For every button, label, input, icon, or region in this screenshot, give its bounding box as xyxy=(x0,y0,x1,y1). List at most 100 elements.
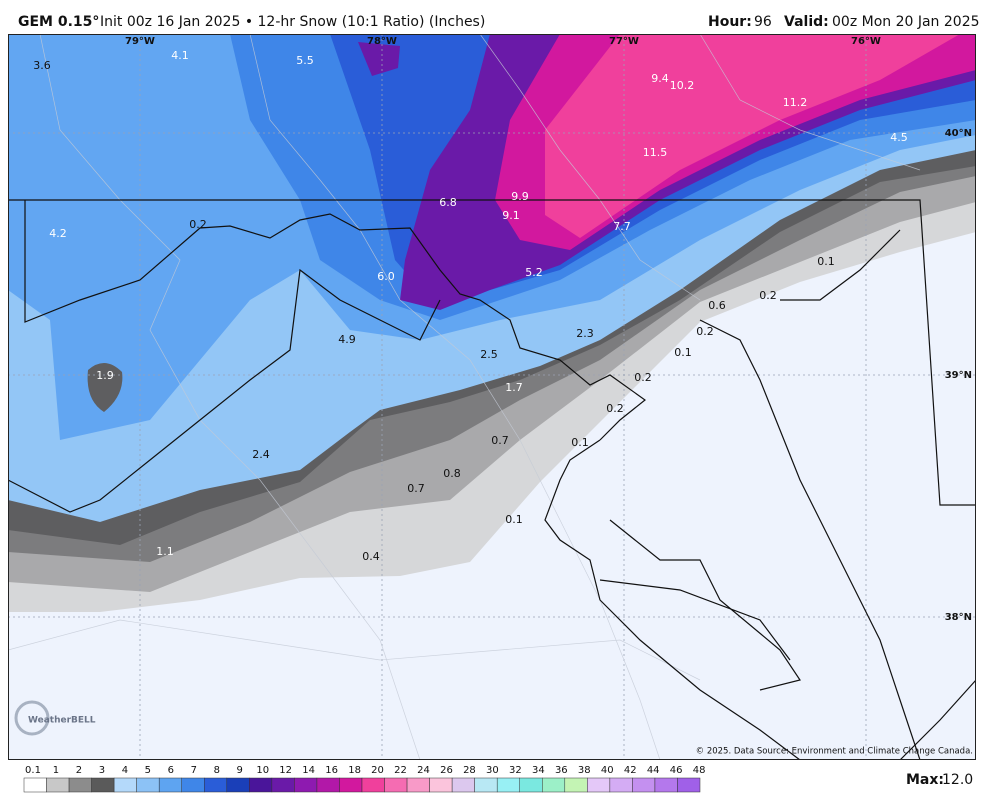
value-label: 1.1 xyxy=(156,545,174,558)
value-label: 0.7 xyxy=(491,434,509,447)
colorbar-swatch xyxy=(677,777,701,793)
colorbar-label: 28 xyxy=(463,765,476,776)
colorbar-label: 24 xyxy=(417,765,430,776)
colorbar-label: 4 xyxy=(122,765,128,776)
colorbar-label: 0.1 xyxy=(25,765,41,776)
colorbar-label: 16 xyxy=(325,765,338,776)
value-label: 0.8 xyxy=(443,467,461,480)
valid: 00z Mon 20 Jan 2025 xyxy=(832,14,980,30)
value-label: 5.5 xyxy=(296,54,314,67)
colorbar-swatch xyxy=(91,777,115,793)
boundaries xyxy=(8,199,976,760)
colorbar-swatch xyxy=(271,777,295,793)
colorbar-label: 14 xyxy=(302,765,315,776)
value-label: 2.5 xyxy=(480,348,498,361)
hour: 96 xyxy=(754,14,772,30)
value-label: 4.1 xyxy=(171,49,189,62)
colorbar-label: 26 xyxy=(440,765,453,776)
value-label: 5.2 xyxy=(525,266,543,279)
longitude-label: 77°W xyxy=(609,36,639,47)
colorbar-label: 30 xyxy=(486,765,499,776)
snow-shading xyxy=(8,34,976,612)
value-label: 0.2 xyxy=(606,402,624,415)
colorbar-swatch xyxy=(294,777,318,793)
value-label: 4.9 xyxy=(338,333,356,346)
value-label: 2.4 xyxy=(252,448,270,461)
longitude-label: 79°W xyxy=(125,36,155,47)
colorbar-swatch xyxy=(496,777,520,793)
colorbar-label: 1 xyxy=(53,765,59,776)
colorbar-swatch xyxy=(226,777,250,793)
value-label: 0.1 xyxy=(817,255,835,268)
copyright: © 2025. Data Source: Environment and Cli… xyxy=(696,747,973,757)
value-label: 9.9 xyxy=(511,190,529,203)
value-label: 9.1 xyxy=(502,209,520,222)
value-label: 0.1 xyxy=(674,346,692,359)
colorbar-label: 22 xyxy=(394,765,407,776)
colorbar-swatch xyxy=(632,777,656,793)
colorbar-label: 3 xyxy=(99,765,105,776)
value-label: 3.6 xyxy=(33,59,51,72)
value-label: 0.2 xyxy=(696,325,714,338)
value-label: 6.8 xyxy=(439,196,457,209)
colorbar-label: 9 xyxy=(237,765,243,776)
colorbar-label: 34 xyxy=(532,765,545,776)
colorbar-label: 36 xyxy=(555,765,568,776)
colorbar-label: 44 xyxy=(647,765,660,776)
valid-label: Valid: xyxy=(784,14,829,30)
colorbar-swatch xyxy=(339,777,363,793)
colorbar-label: 42 xyxy=(624,765,637,776)
colorbar-swatch xyxy=(384,777,408,793)
colorbar-swatch xyxy=(474,777,498,793)
colorbar-swatch xyxy=(113,777,137,793)
value-label: 0.2 xyxy=(634,371,652,384)
colorbar-swatch xyxy=(204,777,228,793)
colorbar-label: 6 xyxy=(168,765,174,776)
longitude-label: 78°W xyxy=(367,36,397,47)
colorbar-swatch xyxy=(429,777,453,793)
colorbar-label: 38 xyxy=(578,765,591,776)
subtitle: Init 00z 16 Jan 2025 • 12-hr Snow (10:1 … xyxy=(100,14,485,30)
colorbar-swatch xyxy=(654,777,678,793)
max-label: Max: xyxy=(906,772,944,788)
value-label: 0.7 xyxy=(407,482,425,495)
value-label: 6.0 xyxy=(377,270,395,283)
logo-text: WeatherBELL xyxy=(28,716,96,726)
model-title: GEM 0.15° xyxy=(18,14,99,30)
colorbar-swatch xyxy=(316,777,340,793)
colorbar-swatch xyxy=(181,777,205,793)
value-label: 11.5 xyxy=(643,146,668,159)
colorbar-label: 20 xyxy=(371,765,384,776)
value-label: 0.6 xyxy=(708,299,726,312)
value-label: 2.3 xyxy=(576,327,594,340)
colorbar-swatch xyxy=(542,777,566,793)
colorbar-swatch xyxy=(249,777,273,793)
map-frame xyxy=(8,34,976,760)
value-label: 9.4 xyxy=(651,72,669,85)
colorbar-swatch xyxy=(136,777,160,793)
value-label: 10.2 xyxy=(670,79,695,92)
longitude-label: 76°W xyxy=(851,36,881,47)
logo: WeatherBELL xyxy=(14,700,96,736)
colorbar-label: 18 xyxy=(348,765,361,776)
value-label: 0.1 xyxy=(571,436,589,449)
colorbar-swatch xyxy=(361,777,385,793)
colorbar-swatch xyxy=(23,777,47,793)
value-label: 7.7 xyxy=(613,220,631,233)
colorbar-swatch xyxy=(158,777,182,793)
colorbar-swatch xyxy=(68,777,92,793)
colorbar-swatch xyxy=(46,777,70,793)
hour-label: Hour: xyxy=(708,14,752,30)
value-label: 0.4 xyxy=(362,550,380,563)
county-lines xyxy=(8,34,921,760)
colorbar-label: 32 xyxy=(509,765,522,776)
colorbar-label: 12 xyxy=(279,765,292,776)
colorbar-label: 5 xyxy=(145,765,151,776)
graticule xyxy=(8,34,976,760)
map: 79°W 78°W 77°W 76°W 40°N 39°N 38°N 3.6 4.1 5.5 9.… xyxy=(8,34,976,760)
colorbar-label: 10 xyxy=(256,765,269,776)
colorbar-swatch xyxy=(609,777,633,793)
value-label: 4.5 xyxy=(890,131,908,144)
